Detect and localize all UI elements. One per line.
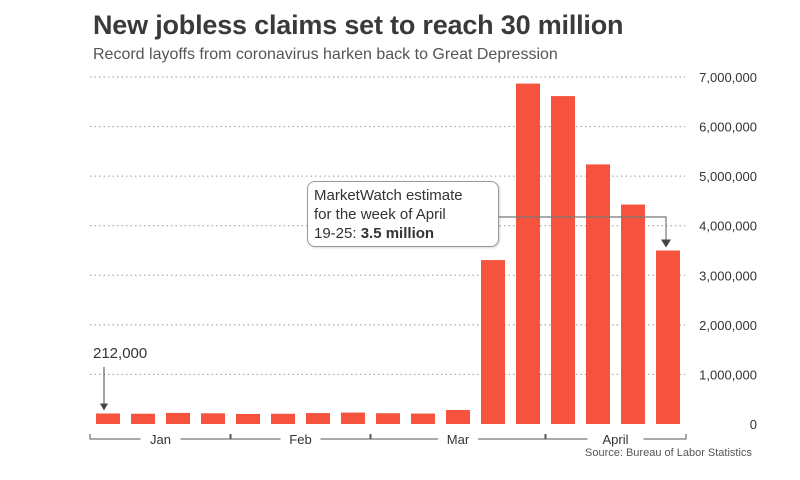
annotation-line-1: MarketWatch estimate [314,187,463,204]
estimate-annotation: MarketWatch estimate for the week of Apr… [307,181,499,247]
bar [341,412,365,424]
bar [271,413,295,424]
estimate-arrowhead [661,239,671,248]
bar [586,164,610,425]
y-axis-ticks: 0 1,000,000 2,000,000 3,000,000 4,000,000 5,0… [699,70,757,432]
bar [551,96,575,425]
month-bracket [89,434,141,440]
chart-title: New jobless claims set to reach 30 milli… [93,10,624,40]
bar [376,413,400,424]
bar [236,413,260,424]
month-bracket [229,434,281,440]
bar [96,413,120,424]
bar [306,413,330,424]
y-tick-label: 7,000,000 [699,70,757,85]
bar [621,204,645,424]
month-bracket [643,434,687,440]
x-tick-label: April [602,432,628,447]
bar [131,413,155,424]
bars [96,83,680,425]
bar [446,410,470,424]
y-tick-label: 0 [750,417,757,432]
bar [481,260,505,424]
source-note: Source: Bureau of Labor Statistics [585,447,752,459]
month-bracket [320,434,372,440]
x-axis: Jan Feb Mar April [89,432,687,447]
y-tick-label: 2,000,000 [699,318,757,333]
x-tick-label: Mar [447,432,470,447]
annotation-value: 3.5 million [360,225,435,242]
annotation-line-2: for the week of April [314,206,446,223]
month-bracket [478,434,547,440]
month-bracket [544,434,588,440]
month-bracket [369,434,438,440]
x-tick-label: Feb [289,432,311,447]
x-tick-label: Jan [150,432,171,447]
bar [656,250,680,424]
y-tick-label: 3,000,000 [699,268,757,283]
y-tick-label: 6,000,000 [699,120,757,135]
bar [166,412,190,424]
y-tick-label: 1,000,000 [699,367,757,382]
annotation-line-3: 19-25: 3.5 million [314,224,492,243]
bar [201,413,225,424]
y-tick-label: 5,000,000 [699,169,757,184]
annotation-arrows [100,216,671,411]
first-value-arrowhead [100,403,108,411]
gridlines [90,76,685,375]
first-value-label: 212,000 [93,345,148,362]
bar [516,83,540,424]
y-tick-label: 4,000,000 [699,219,757,234]
chart-subtitle: Record layoffs from coronavirus harken b… [93,46,558,63]
estimate-arrow [499,216,667,241]
annotation-prefix: 19-25: [314,225,361,242]
month-bracket [180,434,232,440]
bar [411,413,435,424]
